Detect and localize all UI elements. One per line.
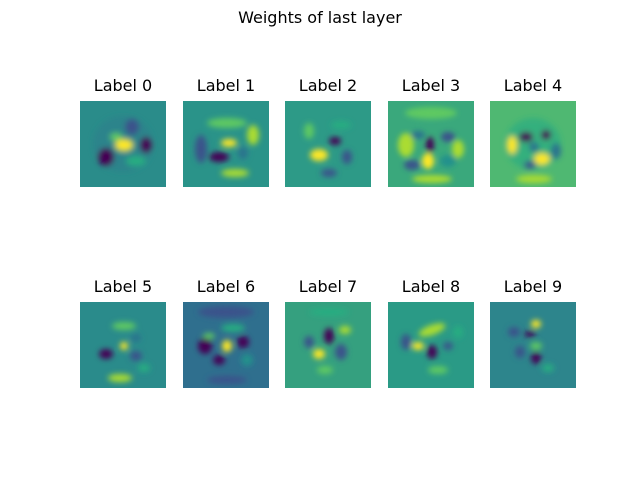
panel-label-text: Label 4 [490,76,576,95]
panel-label-7: Label 7 [285,277,371,388]
weight-image-label-4 [490,101,576,187]
panel-label-9: Label 9 [490,277,576,388]
weight-image-label-7 [285,302,371,388]
panel-label-6: Label 6 [183,277,269,388]
weight-image-label-6 [183,302,269,388]
weight-image-label-8 [388,302,474,388]
panel-label-2: Label 2 [285,76,371,187]
panel-label-4: Label 4 [490,76,576,187]
weight-image-label-0 [80,101,166,187]
weight-image-label-9 [490,302,576,388]
weight-image-label-1 [183,101,269,187]
panel-label-1: Label 1 [183,76,269,187]
panel-label-text: Label 8 [388,277,474,296]
panel-label-text: Label 6 [183,277,269,296]
panel-label-3: Label 3 [388,76,474,187]
panel-label-text: Label 9 [490,277,576,296]
panel-label-text: Label 0 [80,76,166,95]
panel-label-0: Label 0 [80,76,166,187]
panel-label-5: Label 5 [80,277,166,388]
weight-image-label-3 [388,101,474,187]
panel-label-text: Label 2 [285,76,371,95]
panel-label-8: Label 8 [388,277,474,388]
panel-label-text: Label 5 [80,277,166,296]
figure-title: Weights of last layer [0,8,640,27]
panel-label-text: Label 1 [183,76,269,95]
weight-image-label-2 [285,101,371,187]
weight-image-label-5 [80,302,166,388]
panel-label-text: Label 3 [388,76,474,95]
panel-label-text: Label 7 [285,277,371,296]
